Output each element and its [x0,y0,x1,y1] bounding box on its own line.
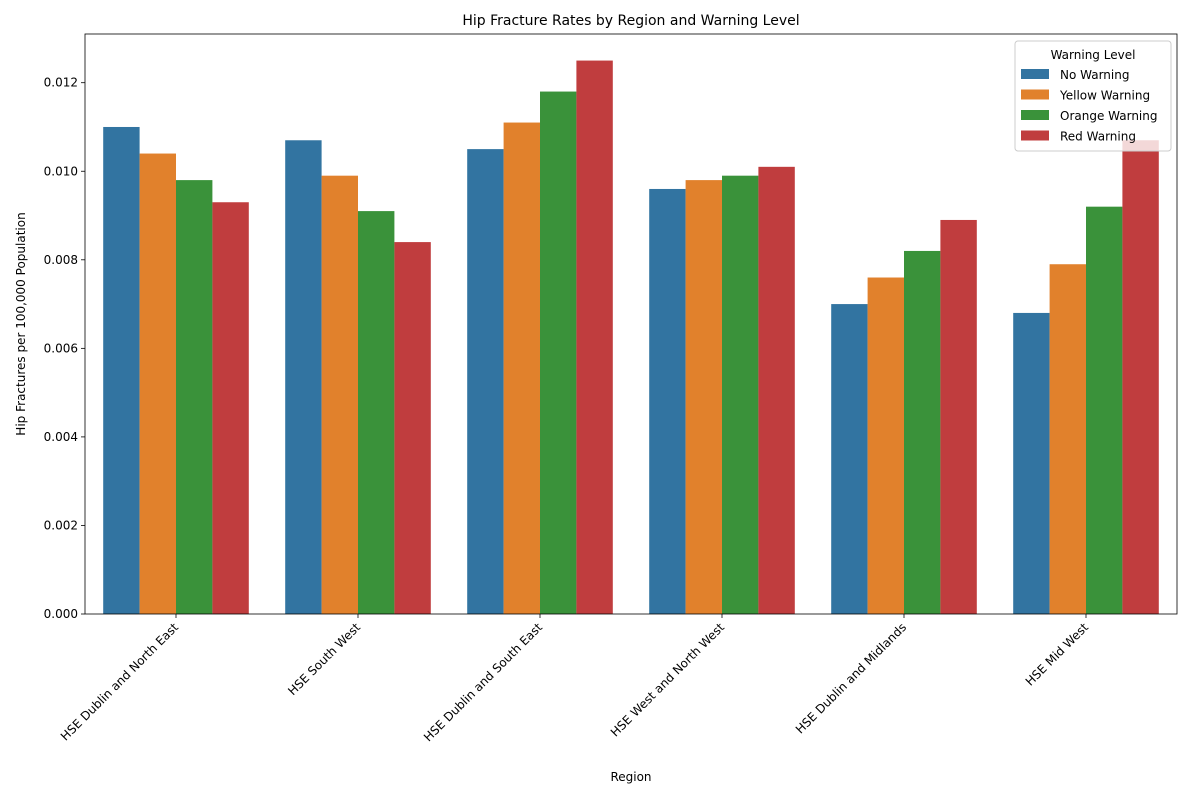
y-tick-label: 0.004 [44,430,78,444]
x-tick-label: HSE West and North West [608,620,727,739]
y-tick-label: 0.012 [44,76,78,90]
bar-red-warning-0 [212,202,249,615]
legend-swatch-yellow-warning [1021,89,1049,100]
bar-yellow-warning-0 [139,153,176,614]
legend-label: Orange Warning [1060,109,1158,123]
bar-orange-warning-0 [176,180,213,614]
legend-swatch-red-warning [1021,130,1049,141]
bar-yellow-warning-1 [321,175,358,614]
bar-no-warning-1 [285,140,322,615]
bar-no-warning-3 [649,188,686,614]
legend-items: No Warning Yellow Warning Orange Warning Re… [1021,68,1158,144]
y-tick-label: 0.000 [44,607,78,621]
x-axis: HSE Dublin and North East HSE South West H… [58,614,1091,744]
bar-orange-warning-1 [358,211,395,614]
y-tick-label: 0.010 [44,164,78,178]
legend-label: Yellow Warning [1059,89,1150,103]
legend-box [1014,40,1172,152]
y-tick-label: 0.006 [44,341,78,355]
y-axis-title: Hip Fractures per 100,000 Population [14,212,28,435]
legend-swatch-no-warning [1021,69,1049,79]
bar-orange-warning-3 [722,175,759,614]
bar-red-warning-3 [758,166,795,614]
y-tick-label: 0.008 [44,253,78,267]
legend-swatch-orange-warning [1021,110,1049,120]
plot-frame [84,33,1178,615]
bar-red-warning-4 [940,219,977,614]
bar-no-warning-0 [103,126,140,614]
bar-yellow-warning-2 [503,122,540,614]
bar-orange-warning-2 [540,91,577,614]
x-tick-label: HSE Dublin and South East [421,620,545,744]
x-tick-label: HSE Mid West [1023,620,1092,689]
bar-no-warning-5 [1013,312,1050,614]
bar-orange-warning-5 [1086,206,1123,614]
bars-group [103,60,1159,615]
x-tick-label: HSE Dublin and Midlands [793,620,909,736]
bar-yellow-warning-3 [685,180,722,614]
bar-red-warning-1 [394,242,431,614]
bar-red-warning-2 [576,60,613,615]
legend-title: Warning Level [1051,48,1136,62]
bar-red-warning-5 [1122,140,1159,615]
legend: Warning Level No Warning Yellow Warning Or… [1014,40,1172,152]
y-tick-label: 0.002 [44,518,78,532]
x-tick-label: HSE South West [285,620,363,698]
legend-label: Red Warning [1060,130,1136,144]
bar-yellow-warning-4 [867,277,904,614]
bar-yellow-warning-5 [1049,264,1086,614]
bar-no-warning-4 [831,304,868,614]
x-axis-title: Region [610,770,651,784]
bar-no-warning-2 [467,149,504,614]
legend-label: No Warning [1060,68,1129,82]
y-axis: 0.000 0.002 0.004 0.006 0.008 0.010 0.012 [44,76,85,621]
bar-orange-warning-4 [904,250,941,614]
x-tick-label: HSE Dublin and North East [58,620,181,743]
chart-title: Hip Fracture Rates by Region and Warning… [462,13,799,29]
